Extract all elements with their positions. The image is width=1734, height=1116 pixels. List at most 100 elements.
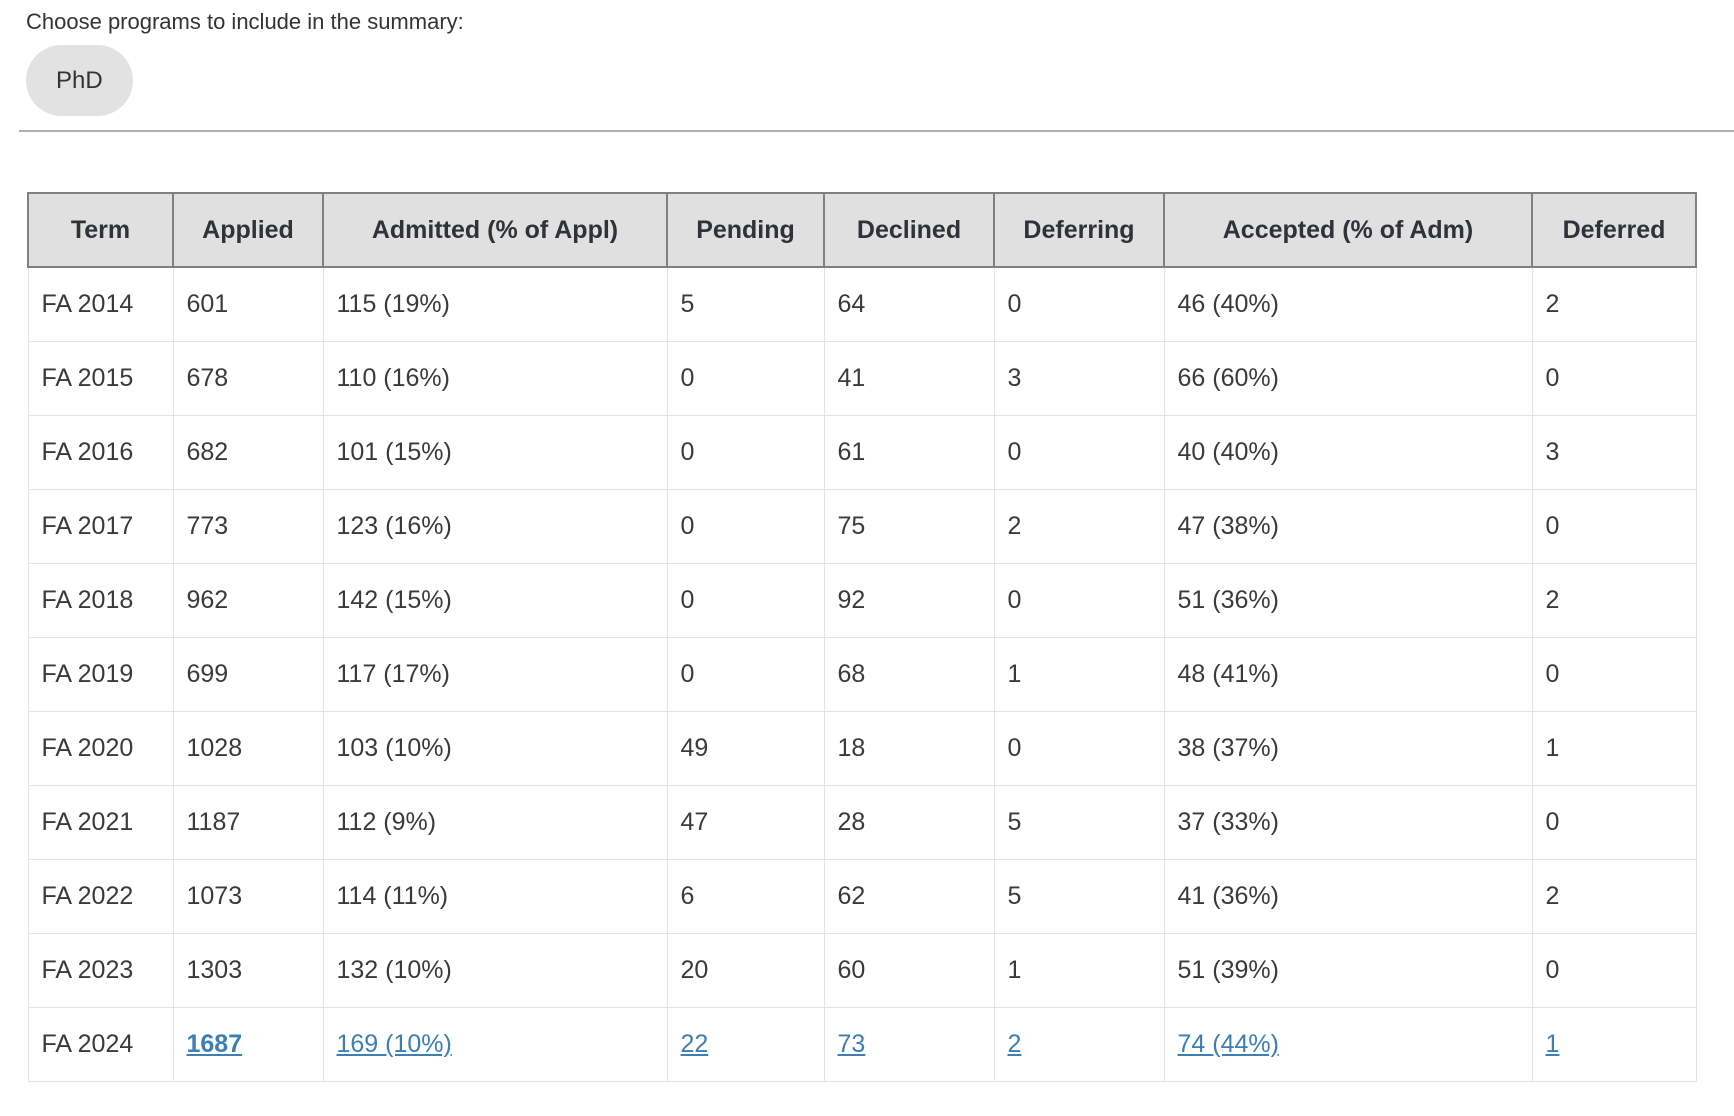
- table-row: FA 2023 1303 132 (10%) 20 60 1 51 (39%) 0: [27, 933, 1697, 1008]
- column-header-deferring: Deferring: [993, 192, 1165, 268]
- cell-deferring: 0: [993, 563, 1165, 638]
- cell-pending: 5: [666, 266, 825, 342]
- cell-deferred: 1: [1531, 1007, 1697, 1082]
- cell-admitted: 110 (16%): [322, 341, 668, 416]
- cell-applied: 1687: [172, 1007, 324, 1082]
- column-header-accepted: Accepted (% of Adm): [1163, 192, 1533, 268]
- cell-admitted: 169 (10%): [322, 1007, 668, 1082]
- table-row: FA 2016 682 101 (15%) 0 61 0 40 (40%) 3: [27, 415, 1697, 490]
- divider: [19, 130, 1734, 132]
- cell-term: FA 2023: [27, 933, 174, 1008]
- cell-declined: 28: [823, 785, 995, 860]
- cell-term: FA 2022: [27, 859, 174, 934]
- cell-admitted: 115 (19%): [322, 266, 668, 342]
- cell-deferred: 0: [1531, 341, 1697, 416]
- cell-admitted: 123 (16%): [322, 489, 668, 564]
- cell-deferring: 1: [993, 637, 1165, 712]
- cell-pending: 6: [666, 859, 825, 934]
- table-header-row: Term Applied Admitted (% of Appl) Pending De…: [27, 192, 1697, 268]
- cell-accepted: 48 (41%): [1163, 637, 1533, 712]
- table-row: FA 2015 678 110 (16%) 0 41 3 66 (60%) 0: [27, 341, 1697, 416]
- cell-deferred: 2: [1531, 859, 1697, 934]
- column-header-applied: Applied: [172, 192, 324, 268]
- cell-term: FA 2014: [27, 266, 174, 342]
- cell-term: FA 2017: [27, 489, 174, 564]
- admissions-table-body: FA 2014 601 115 (19%) 5 64 0 46 (40%) 2 FA 2015 6…: [27, 266, 1697, 1082]
- cell-deferring: 5: [993, 859, 1165, 934]
- cell-term: FA 2015: [27, 341, 174, 416]
- cell-declined: 64: [823, 266, 995, 342]
- table-row: FA 2019 699 117 (17%) 0 68 1 48 (41%) 0: [27, 637, 1697, 712]
- cell-declined: 68: [823, 637, 995, 712]
- cell-link-admitted[interactable]: 169 (10%): [336, 1030, 452, 1058]
- cell-admitted: 132 (10%): [322, 933, 668, 1008]
- cell-accepted: 37 (33%): [1163, 785, 1533, 860]
- cell-applied: 682: [172, 415, 324, 490]
- cell-accepted: 47 (38%): [1163, 489, 1533, 564]
- program-chooser: Choose programs to include in the summar…: [0, 0, 1734, 116]
- cell-link-declined[interactable]: 73: [837, 1030, 866, 1058]
- cell-term: FA 2021: [27, 785, 174, 860]
- cell-deferring: 0: [993, 415, 1165, 490]
- cell-accepted: 40 (40%): [1163, 415, 1533, 490]
- cell-admitted: 101 (15%): [322, 415, 668, 490]
- cell-pending: 22: [666, 1007, 825, 1082]
- cell-deferring: 0: [993, 711, 1165, 786]
- cell-declined: 61: [823, 415, 995, 490]
- cell-declined: 18: [823, 711, 995, 786]
- cell-admitted: 142 (15%): [322, 563, 668, 638]
- cell-applied: 1303: [172, 933, 324, 1008]
- cell-applied: 601: [172, 266, 324, 342]
- program-pill-phd[interactable]: PhD: [26, 45, 133, 116]
- cell-pending: 0: [666, 637, 825, 712]
- cell-accepted: 41 (36%): [1163, 859, 1533, 934]
- cell-deferred: 2: [1531, 266, 1697, 342]
- cell-term: FA 2016: [27, 415, 174, 490]
- cell-applied: 773: [172, 489, 324, 564]
- cell-pending: 0: [666, 341, 825, 416]
- cell-deferred: 0: [1531, 933, 1697, 1008]
- cell-pending: 0: [666, 563, 825, 638]
- cell-deferring: 2: [993, 1007, 1165, 1082]
- cell-deferred: 1: [1531, 711, 1697, 786]
- cell-term: FA 2018: [27, 563, 174, 638]
- cell-admitted: 103 (10%): [322, 711, 668, 786]
- table-row: FA 2018 962 142 (15%) 0 92 0 51 (36%) 2: [27, 563, 1697, 638]
- table-row: FA 2017 773 123 (16%) 0 75 2 47 (38%) 0: [27, 489, 1697, 564]
- table-row: FA 2024 1687 169 (10%) 22 73 2 74 (44%) 1: [27, 1007, 1697, 1082]
- column-header-deferred: Deferred: [1531, 192, 1697, 268]
- cell-applied: 1073: [172, 859, 324, 934]
- cell-applied: 678: [172, 341, 324, 416]
- cell-admitted: 117 (17%): [322, 637, 668, 712]
- program-pill-row: PhD: [26, 45, 1734, 116]
- column-header-pending: Pending: [666, 192, 825, 268]
- admissions-summary-table: Term Applied Admitted (% of Appl) Pending De…: [27, 192, 1697, 1082]
- cell-accepted: 51 (39%): [1163, 933, 1533, 1008]
- column-header-declined: Declined: [823, 192, 995, 268]
- table-row: FA 2014 601 115 (19%) 5 64 0 46 (40%) 2: [27, 266, 1697, 342]
- cell-declined: 75: [823, 489, 995, 564]
- cell-applied: 962: [172, 563, 324, 638]
- cell-link-accepted[interactable]: 74 (44%): [1177, 1030, 1279, 1058]
- cell-deferring: 0: [993, 266, 1165, 342]
- cell-applied: 1187: [172, 785, 324, 860]
- cell-deferred: 0: [1531, 785, 1697, 860]
- column-header-admitted: Admitted (% of Appl): [322, 192, 668, 268]
- cell-deferred: 3: [1531, 415, 1697, 490]
- cell-deferred: 2: [1531, 563, 1697, 638]
- table-row: FA 2021 1187 112 (9%) 47 28 5 37 (33%) 0: [27, 785, 1697, 860]
- cell-pending: 47: [666, 785, 825, 860]
- cell-accepted: 74 (44%): [1163, 1007, 1533, 1082]
- cell-link-pending[interactable]: 22: [680, 1030, 709, 1058]
- cell-link-deferring[interactable]: 2: [1007, 1030, 1022, 1058]
- cell-deferring: 5: [993, 785, 1165, 860]
- cell-admitted: 112 (9%): [322, 785, 668, 860]
- cell-applied: 1028: [172, 711, 324, 786]
- cell-link-applied[interactable]: 1687: [186, 1030, 243, 1058]
- cell-declined: 62: [823, 859, 995, 934]
- cell-term: FA 2019: [27, 637, 174, 712]
- cell-deferring: 3: [993, 341, 1165, 416]
- cell-link-deferred[interactable]: 1: [1545, 1030, 1560, 1058]
- cell-deferring: 1: [993, 933, 1165, 1008]
- cell-accepted: 46 (40%): [1163, 266, 1533, 342]
